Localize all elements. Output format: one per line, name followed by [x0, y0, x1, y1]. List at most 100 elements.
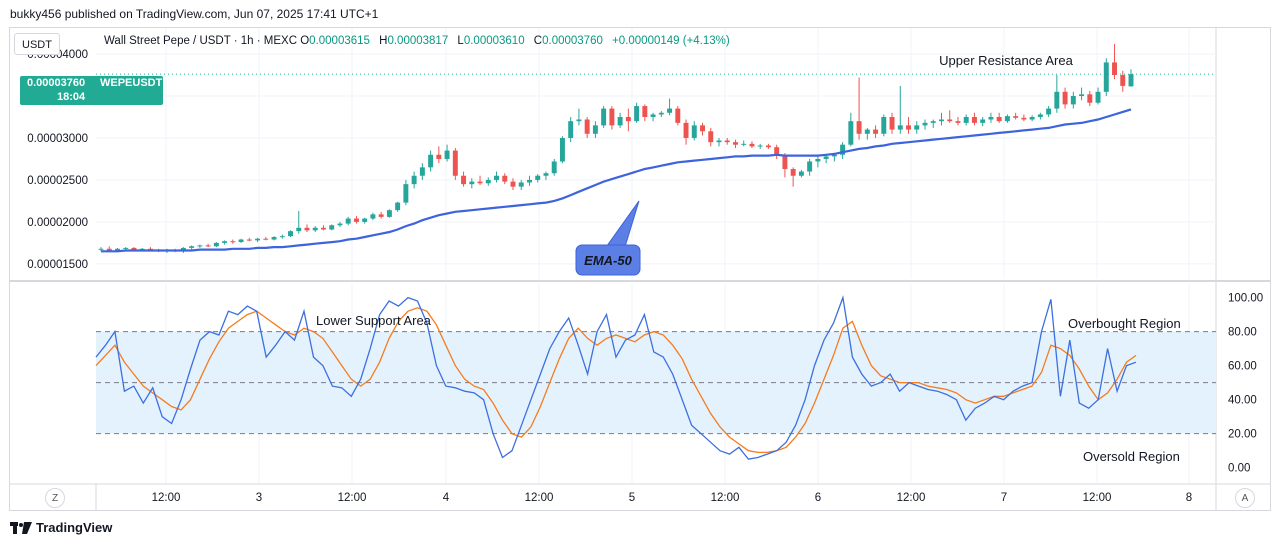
candle-body — [362, 218, 368, 222]
candle-body — [419, 167, 425, 176]
open-label: O — [300, 35, 310, 47]
candle-body — [131, 247, 137, 250]
candle-body — [98, 248, 104, 250]
candle-body — [1120, 75, 1126, 86]
candle-body — [576, 119, 582, 122]
candle-body — [634, 106, 640, 122]
time-tick-label: 12:00 — [525, 492, 554, 504]
candle-body — [782, 154, 788, 170]
candle-body — [106, 248, 112, 251]
oversold-annotation: Oversold Region — [1083, 449, 1180, 464]
candle-body — [1062, 91, 1068, 105]
upper-resistance-annotation: Upper Resistance Area — [939, 53, 1073, 68]
candle-body — [955, 121, 961, 123]
candle-body — [980, 119, 986, 123]
low-label: L — [457, 35, 464, 47]
currency-selector[interactable]: USDT — [14, 33, 60, 55]
candle-body — [321, 227, 326, 230]
auto-scale-button[interactable]: A — [1235, 488, 1255, 508]
candle-body — [510, 181, 516, 187]
close-value: 0.00003760 — [542, 35, 603, 47]
price-tick-label: 0.00002500 — [27, 175, 88, 187]
candle-body — [312, 227, 318, 231]
candle-body — [741, 143, 747, 145]
candle-body — [502, 175, 508, 182]
high-label: H — [379, 35, 388, 47]
candle-body — [906, 125, 911, 130]
candle-body — [691, 125, 697, 138]
candle-body — [1087, 94, 1093, 103]
candle-body — [642, 106, 648, 117]
candle-body — [485, 179, 491, 184]
tradingview-logo-icon — [10, 521, 32, 534]
high-value: 0.00003817 — [387, 35, 449, 47]
candle-body — [667, 108, 673, 113]
candle-body — [543, 173, 549, 176]
candle-body — [947, 119, 953, 122]
candle-body — [123, 247, 129, 249]
candle-body — [708, 131, 714, 143]
candle-body — [963, 116, 969, 123]
candle-body — [1095, 91, 1101, 103]
lower-support-annotation: Lower Support Area — [316, 313, 432, 328]
candle-body — [304, 227, 310, 231]
candle-body — [370, 214, 376, 219]
time-tick-label: 3 — [256, 492, 262, 504]
candle-body — [329, 225, 335, 230]
candle-body — [675, 108, 681, 123]
ema50-line — [101, 108, 1132, 253]
candle-body — [230, 241, 236, 243]
stoch-d-line — [95, 307, 1137, 454]
candle-body — [139, 248, 145, 250]
ema50-callout-pointer — [603, 200, 640, 251]
time-tick-label: 5 — [629, 492, 635, 504]
candle-body — [288, 231, 293, 237]
price-tick-label: 0.00002000 — [27, 217, 88, 229]
candle-body — [700, 125, 705, 132]
publisher-line: bukky456 published on TradingView.com, J… — [10, 7, 379, 21]
candle-body — [279, 236, 285, 238]
time-tick-label: 6 — [815, 492, 821, 504]
tradingview-logo: TradingView — [10, 520, 112, 535]
candle-body — [246, 239, 252, 241]
candle-body — [411, 175, 417, 185]
candle-body — [428, 154, 434, 168]
chart-frame — [9, 27, 1271, 511]
time-tick-label: 7 — [1001, 492, 1007, 504]
time-tick-label: 12:00 — [1083, 492, 1112, 504]
candle-body — [436, 154, 442, 159]
stoch-tick-label: 0.00 — [1228, 463, 1250, 475]
candle-body — [222, 241, 228, 243]
candle-countdown: 18:04 — [57, 91, 86, 103]
candle-body — [386, 210, 392, 217]
candle-body — [798, 171, 804, 176]
candle-body — [873, 129, 879, 134]
candle-body — [197, 245, 203, 247]
candle-body — [922, 122, 928, 126]
candle-body — [527, 179, 532, 183]
candle-body — [617, 116, 623, 126]
candle-body — [733, 142, 738, 145]
candle-body — [724, 140, 730, 143]
candle-body — [848, 121, 854, 145]
candle-body — [840, 144, 846, 155]
stoch-tick-label: 40.00 — [1228, 395, 1257, 407]
timezone-button[interactable]: Z — [45, 488, 65, 508]
candle-body — [790, 169, 796, 176]
candle-body — [1079, 94, 1085, 96]
candle-body — [494, 175, 499, 180]
last-price-symbol: WEPEUSDT — [100, 77, 163, 89]
candle-body — [271, 237, 277, 240]
candle-body — [518, 182, 524, 187]
candle-body — [625, 116, 631, 122]
candle-body — [1037, 114, 1043, 117]
candle-body — [1004, 116, 1010, 122]
candle-body — [263, 238, 269, 240]
candle-body — [1054, 91, 1060, 109]
candle-body — [774, 147, 780, 155]
stoch-tick-label: 20.00 — [1228, 429, 1257, 441]
candle-body — [815, 158, 821, 162]
candle-body — [189, 246, 195, 248]
candle-body — [345, 218, 351, 224]
